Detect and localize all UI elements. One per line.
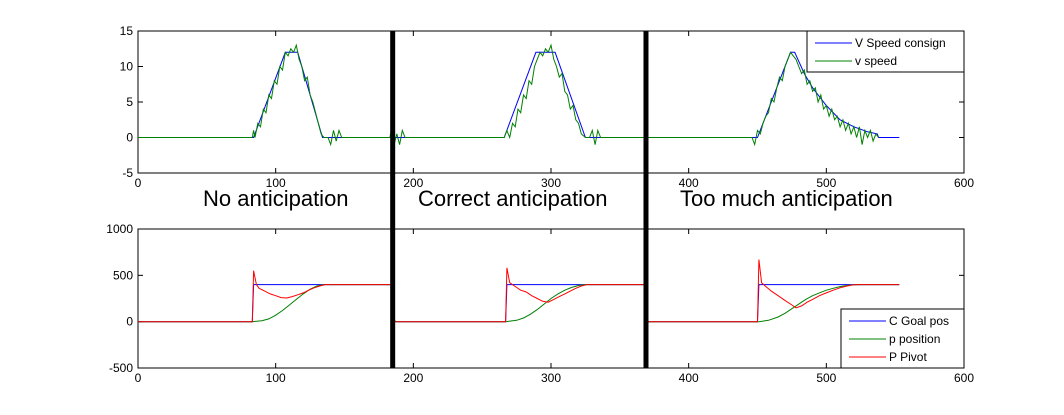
legend: C Goal pos p position P Pivot (840, 308, 965, 369)
y-tick-label: 0 (126, 315, 133, 329)
legend: V Speed consign v speed (806, 30, 965, 73)
x-tick-label: 100 (266, 176, 286, 190)
series-line-v-speed (138, 43, 879, 147)
x-tick-label: 0 (135, 176, 142, 190)
x-tick-label: 200 (403, 176, 423, 190)
x-tick-label: 400 (679, 176, 699, 190)
annotation-too-much-anticipation: Too much anticipation (680, 186, 893, 211)
x-tick-label: 300 (541, 371, 561, 385)
y-tick-label: 500 (113, 268, 133, 282)
y-tick-label: -5 (122, 166, 133, 180)
separator-bar (390, 31, 396, 368)
separator-bar (643, 31, 649, 368)
y-tick-label: 10 (120, 60, 134, 74)
annotation-no-anticipation: No anticipation (203, 186, 349, 211)
x-tick-label: 100 (266, 371, 286, 385)
x-tick-label: 300 (541, 176, 561, 190)
y-tick-label: 5 (126, 95, 133, 109)
legend-box (806, 30, 965, 73)
x-tick-label: 200 (403, 371, 423, 385)
y-tick-label: -500 (109, 361, 133, 375)
y-tick-label: 15 (120, 24, 134, 38)
series-line-p-pivot (138, 259, 900, 323)
legend-label: P Pivot (889, 350, 927, 364)
legend-label: p position (889, 332, 940, 346)
y-tick-label: 1000 (106, 222, 133, 236)
legend-label: V Speed consign (855, 36, 946, 50)
x-tick-label: 600 (954, 176, 974, 190)
x-tick-label: 500 (816, 371, 836, 385)
series-line-p-position (138, 284, 900, 323)
annotation-correct-anticipation: Correct anticipation (418, 186, 608, 211)
legend-label: C Goal pos (889, 314, 949, 328)
x-tick-label: 600 (954, 371, 974, 385)
legend-label: v speed (855, 54, 897, 68)
x-tick-label: 0 (135, 371, 142, 385)
x-tick-label: 500 (816, 176, 836, 190)
y-tick-label: 0 (126, 131, 133, 145)
x-tick-label: 400 (679, 371, 699, 385)
